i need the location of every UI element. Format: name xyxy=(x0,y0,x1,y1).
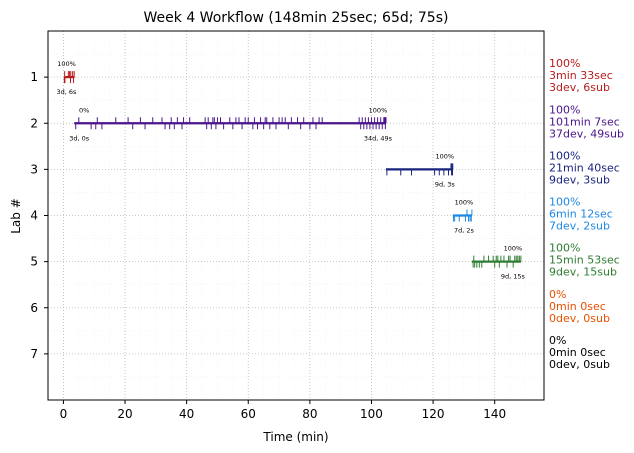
y-axis-label: Lab # xyxy=(9,198,23,234)
lab-1-end-counts: 3d, 6s xyxy=(57,88,78,96)
lab-4-summary-line: 7dev, 2sub xyxy=(549,220,610,233)
lab-3-end-percent: 100% xyxy=(436,152,455,160)
lab-3-end-counts: 9d, 3s xyxy=(435,180,456,188)
x-tick-label: 120 xyxy=(422,407,445,421)
lab-2-summary-line: 101min 7sec xyxy=(549,115,620,128)
lab-7-summary-line: 0min 0sec xyxy=(549,346,606,359)
lab-4-summary-line: 100% xyxy=(549,196,580,209)
x-tick-label: 60 xyxy=(241,407,256,421)
lab-1-end-percent: 100% xyxy=(57,60,76,68)
x-tick-label: 80 xyxy=(302,407,317,421)
lab-2-summary-line: 37dev, 49sub xyxy=(549,127,624,140)
lab-1-summary-line: 3min 33sec xyxy=(549,69,613,82)
lab-6-summary-line: 0% xyxy=(549,288,566,301)
y-tick-label: 5 xyxy=(30,255,38,269)
y-tick-label: 2 xyxy=(30,116,38,130)
lab-3-summary-line: 100% xyxy=(549,149,580,162)
lab-5-summary-line: 15min 53sec xyxy=(549,254,620,267)
lab-5-summary-line: 9dev, 15sub xyxy=(549,266,617,279)
y-tick-label: 6 xyxy=(30,301,38,315)
tick-layer: 0 20 40 60 80 100 120 140 1 2 3 4 5 6 7 xyxy=(30,70,506,421)
x-tick-label: 0 xyxy=(60,407,68,421)
lab-4-end-counts: 7d, 2s xyxy=(454,227,475,235)
x-tick-label: 100 xyxy=(360,407,383,421)
lab-1-summary-line: 100% xyxy=(549,57,580,70)
lab-1-summary-line: 3dev, 6sub xyxy=(549,81,610,94)
data-layer: 100% 3d, 6s 100% 34d, 49s 0% 3d, 0s 100% 9d, 3s… xyxy=(57,60,526,281)
lab-4-summary-line: 6min 12sec xyxy=(549,208,613,221)
lab-2-start-percent: 0% xyxy=(79,106,89,114)
lab-6-summary-line: 0dev, 0sub xyxy=(549,312,610,325)
lab-2-end-counts: 34d, 49s xyxy=(364,134,393,142)
lab-3-summary-line: 9dev, 3sub xyxy=(549,173,610,186)
x-tick-label: 140 xyxy=(483,407,506,421)
lab-2-end-percent: 100% xyxy=(369,106,388,114)
lab-4-end-percent: 100% xyxy=(455,199,474,207)
lab-6-summary-line: 0min 0sec xyxy=(549,300,606,313)
x-axis-label: Time (min) xyxy=(262,430,328,444)
lab-5-summary-line: 100% xyxy=(549,242,580,255)
lab-2-start-counts: 3d, 0s xyxy=(69,134,90,142)
x-tick-label: 20 xyxy=(117,407,132,421)
chart-title: Week 4 Workflow (148min 25sec; 65d; 75s) xyxy=(144,10,449,26)
lab-2-summary-line: 100% xyxy=(549,103,580,116)
y-tick-label: 1 xyxy=(30,70,38,84)
lab-7-summary-line: 0% xyxy=(549,334,566,347)
lab-5-end-percent: 100% xyxy=(504,245,523,253)
y-tick-label: 4 xyxy=(30,209,38,223)
lab-5-end-counts: 9d, 15s xyxy=(501,273,526,281)
lab-7-summary-line: 0dev, 0sub xyxy=(549,358,610,371)
lab-3-summary-line: 21min 40sec xyxy=(549,161,620,174)
y-tick-label: 3 xyxy=(30,162,38,176)
x-tick-label: 40 xyxy=(179,407,194,421)
y-tick-label: 7 xyxy=(30,347,38,361)
